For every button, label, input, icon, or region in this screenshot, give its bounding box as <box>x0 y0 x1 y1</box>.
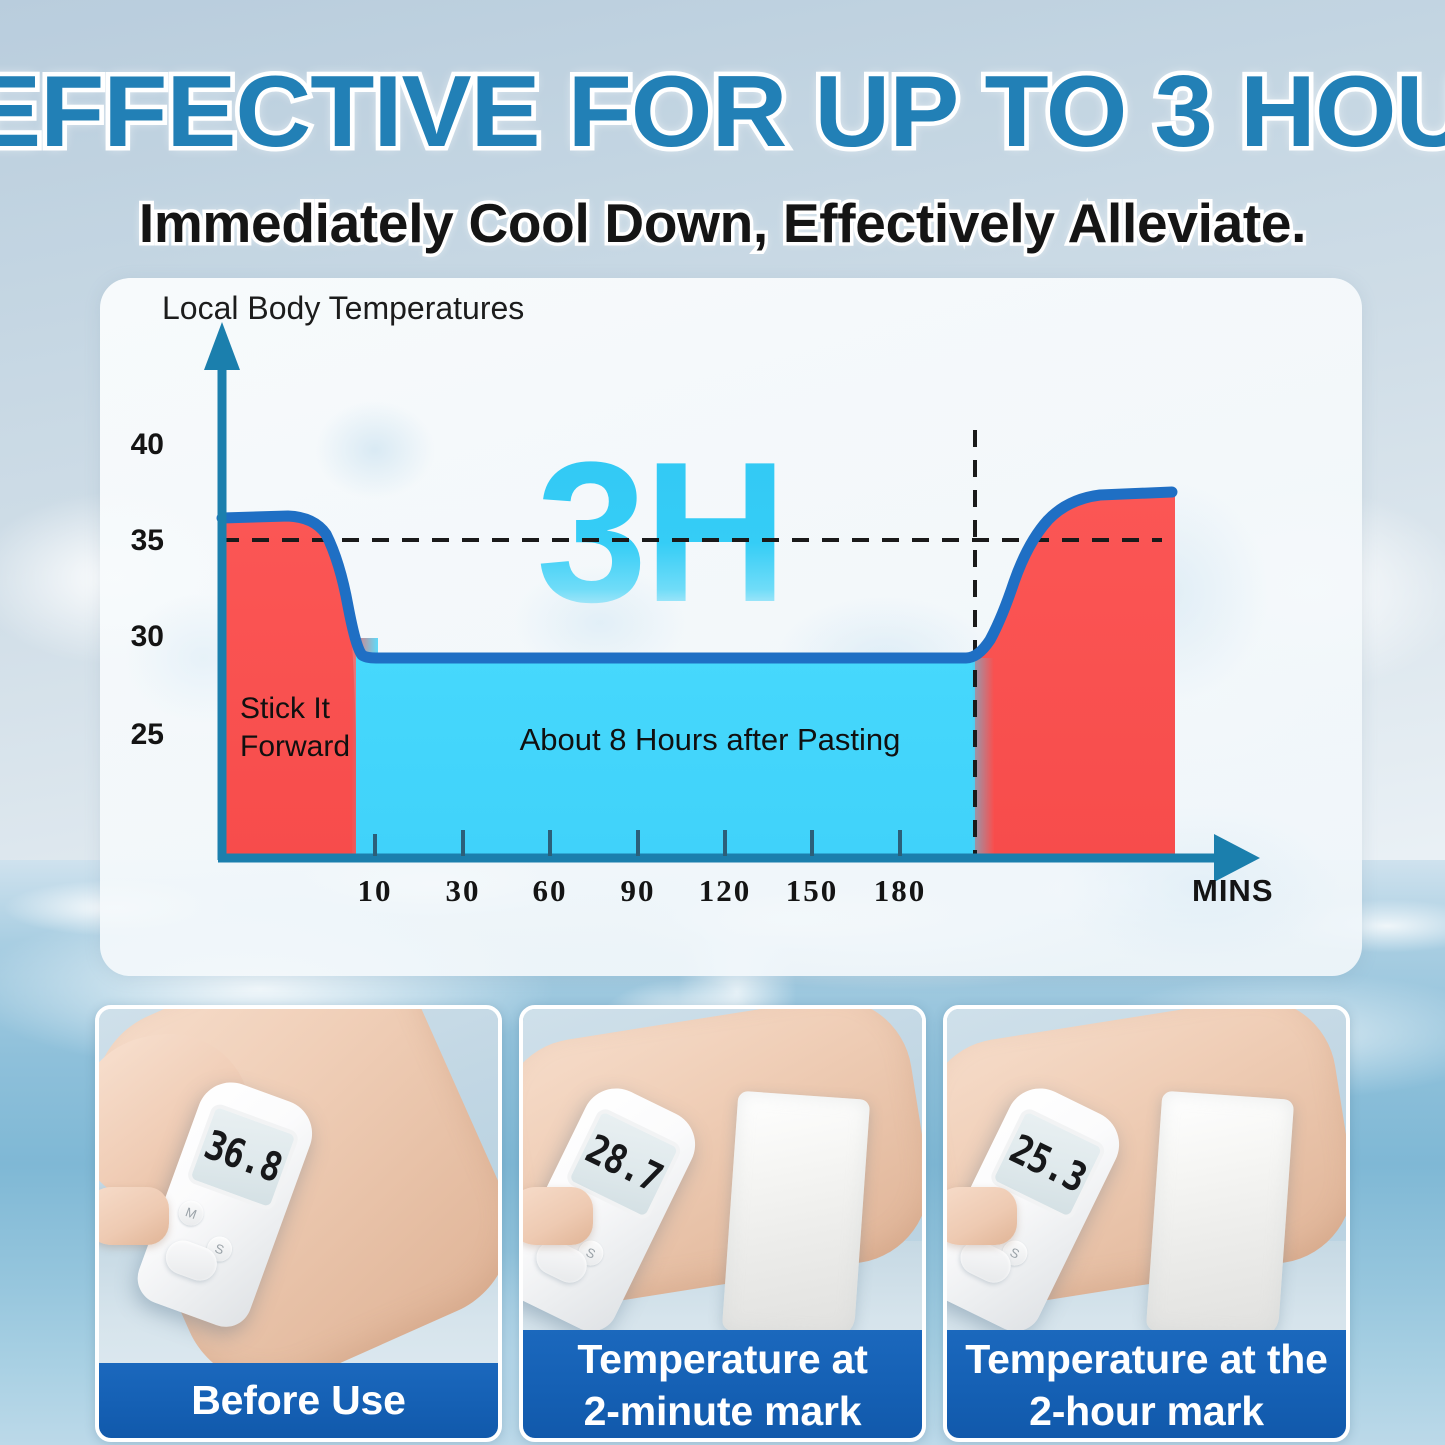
thumb-1 <box>99 1187 169 1245</box>
zone-transition-strip-2 <box>972 658 994 858</box>
panel-caption-line2: 2-hour mark <box>1029 1388 1264 1434</box>
panel-caption-3: Temperature at the 2-hour mark <box>947 1330 1346 1438</box>
three-hour-watermark: 3H <box>500 433 820 633</box>
thermometer-reading: 36.8 <box>198 1121 288 1193</box>
temperature-chart-card: Local Body Temperatures 3H <box>100 278 1362 976</box>
panel-caption-line1: Before Use <box>191 1377 406 1423</box>
zone-label-line2: Forward <box>240 730 351 764</box>
demo-panel-before-use[interactable]: 36.8 M S Before Use <box>95 1005 502 1442</box>
y-tick-30: 30 <box>130 620 164 653</box>
panel-caption-2: Temperature at 2-minute mark <box>523 1330 922 1438</box>
page-headline: EFFECTIVE FOR UP TO 3 HOURS <box>0 56 1445 168</box>
temperature-curve <box>216 486 1178 664</box>
panel-caption-line1: Temperature at <box>577 1336 868 1382</box>
panel-caption-line1: Temperature at the <box>965 1336 1328 1382</box>
thermometer-reading: 25.3 <box>1002 1125 1093 1202</box>
panel-caption-line2: 2-minute mark <box>583 1388 862 1434</box>
zone-label-about-8-hours: About 8 Hours after Pasting <box>519 722 901 757</box>
x-axis-arrow <box>1214 834 1260 882</box>
thermometer-screen-1: 36.8 <box>185 1102 301 1213</box>
zone-red-initial <box>222 518 358 858</box>
x-tick-180: 180 <box>873 873 927 908</box>
x-tick-150: 150 <box>785 873 839 908</box>
chart-axis-title: Local Body Temperatures <box>162 290 525 326</box>
x-tick-60: 60 <box>532 873 568 908</box>
zone-red-rebound <box>975 494 1175 858</box>
chart-plot <box>204 322 1260 882</box>
page-subheadline: Immediately Cool Down, Effectively Allev… <box>135 192 1310 254</box>
y-axis-arrow <box>204 322 240 370</box>
y-tick-40: 40 <box>130 428 164 461</box>
cooling-patch-3 <box>1146 1090 1295 1340</box>
x-tick-30: 30 <box>445 873 481 908</box>
y-tick-25: 25 <box>130 718 164 751</box>
thumb-2 <box>523 1187 593 1245</box>
cooling-patch-2 <box>722 1090 871 1340</box>
x-tick-90: 90 <box>620 873 656 908</box>
thumb-3 <box>947 1187 1017 1245</box>
x-tick-10: 10 <box>357 873 393 908</box>
zone-label-stick-it-forward: Stick It Forward <box>240 690 380 767</box>
thermometer-button-m[interactable]: M <box>174 1197 207 1230</box>
x-axis-unit-label: MINS <box>1192 873 1274 908</box>
zone-cyan-cooling <box>356 650 975 858</box>
x-tick-120: 120 <box>698 873 752 908</box>
demo-panel-2-minute[interactable]: 28.7 M S Temperature at 2-minute mark <box>519 1005 926 1442</box>
demo-panels: 36.8 M S Before Use <box>95 1005 1350 1442</box>
y-tick-35: 35 <box>130 524 164 557</box>
x-axis-ticks <box>373 830 902 856</box>
panel-caption-1: Before Use <box>99 1363 498 1438</box>
zone-label-line1: Stick It <box>240 692 331 725</box>
demo-panel-2-hour[interactable]: 25.3 M S Temperature at the 2-hour mark <box>943 1005 1350 1442</box>
thermometer-reading: 28.7 <box>578 1125 669 1202</box>
